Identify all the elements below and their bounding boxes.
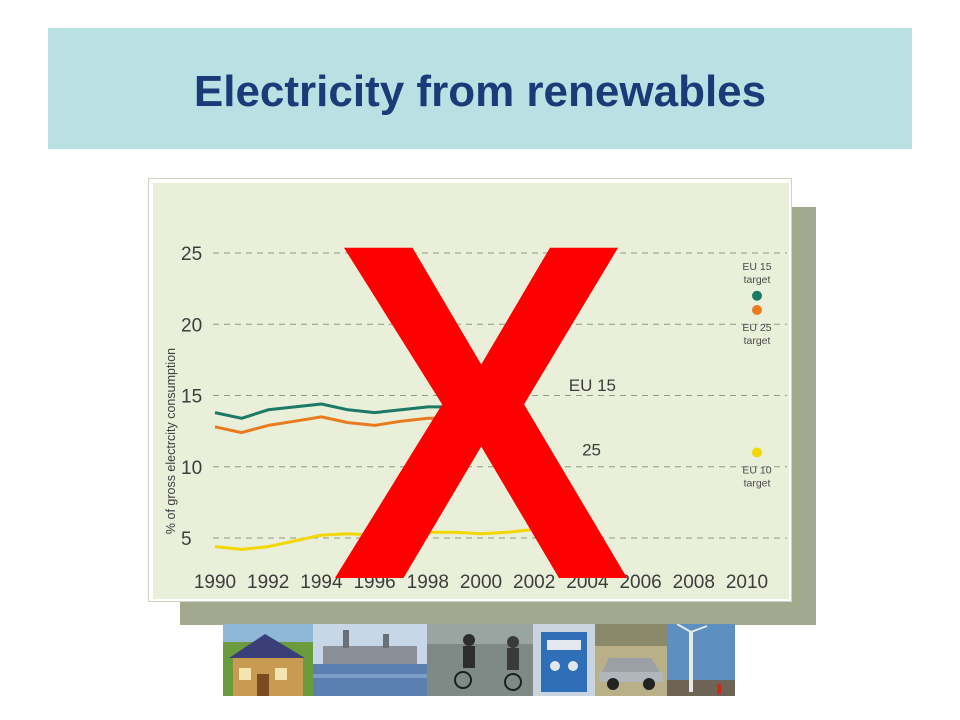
x-tick-label: 2002: [513, 572, 555, 593]
axis-labels: 5 10 15 20 25 1990 1992 1994 1996 1998 2000 2002 200…: [164, 244, 768, 593]
x-tick-label: 2006: [619, 572, 661, 593]
x-tick-label: 2010: [726, 572, 768, 593]
x-tick-label: 1992: [247, 572, 289, 593]
target-label: target: [744, 274, 771, 286]
slide-title: Electricity from renewables: [193, 67, 767, 116]
series-label: 25: [582, 440, 601, 459]
x-tick-label: 1996: [353, 572, 395, 593]
series-line-eu-10: [214, 527, 535, 551]
target-dot: [752, 290, 762, 301]
y-tick-label: 5: [181, 529, 192, 550]
power-plant-photo-art: [313, 624, 427, 696]
chart-background: [153, 183, 789, 599]
car-photo: [595, 624, 667, 696]
series-lines: [214, 402, 535, 551]
y-tick-label: 25: [181, 244, 202, 265]
renewables-chart: 5 10 15 20 25 1990 1992 1994 1996 1998 2000 2002 200…: [153, 183, 789, 599]
cyclists-photo-art: [427, 624, 533, 696]
grid-lines: [213, 252, 787, 539]
x-tick-label: 2000: [460, 572, 502, 593]
target-label: target: [744, 335, 771, 347]
wind-turbine-photo: [667, 624, 735, 696]
target-dot: [752, 447, 762, 458]
chart-frame: 5 10 15 20 25 1990 1992 1994 1996 1998 2000 2002 200…: [148, 178, 792, 602]
x-tick-label: 1990: [194, 572, 236, 593]
solar-house-photo: [223, 624, 313, 696]
wind-turbine-photo-art: [667, 624, 735, 696]
car-photo-art: [595, 624, 667, 696]
y-tick-label: 10: [181, 458, 202, 479]
x-tick-label: 1994: [300, 572, 343, 593]
x-tick-label: 2004: [566, 572, 609, 593]
x-tick-label: 1998: [407, 572, 449, 593]
fuel-cell-photo: [533, 624, 595, 696]
photo-strip: [223, 624, 739, 696]
x-tick-label: 2008: [673, 572, 715, 593]
y-tick-label: 15: [181, 387, 202, 408]
y-axis-label: % of gross electrcity consumption: [164, 348, 178, 534]
target-label: EU 15: [742, 261, 771, 273]
cyclists-photo: [427, 624, 533, 696]
target-label: EU 10: [742, 465, 771, 477]
y-tick-label: 20: [181, 315, 202, 336]
fuel-cell-photo-art: [533, 624, 595, 696]
power-plant-photo: [313, 624, 427, 696]
title-band: Electricity from renewables: [48, 28, 912, 149]
target-dot: [752, 305, 762, 315]
target-label: EU 25: [742, 322, 771, 334]
solar-house-photo-art: [223, 624, 313, 696]
target-label: target: [744, 478, 771, 490]
series-line-eu-15: [214, 402, 455, 420]
series-label: EU 15: [569, 376, 616, 395]
series-line-eu-25: [214, 415, 455, 435]
